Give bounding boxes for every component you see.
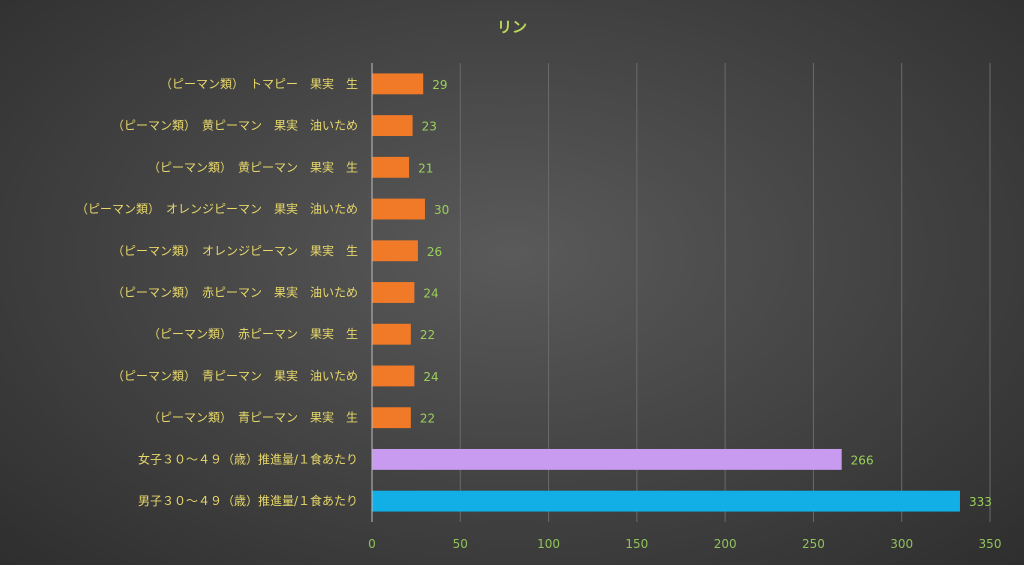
category-label: （ピーマン類） トマピー 果実 生 xyxy=(160,76,358,91)
category-label: 男子３０～４９（歳）推進量/１食あたり xyxy=(138,493,358,508)
data-label: 266 xyxy=(851,453,874,467)
data-label: 29 xyxy=(432,78,447,92)
bar xyxy=(372,115,413,137)
bar xyxy=(372,240,418,262)
category-label: （ピーマン類） 赤ピーマン 果実 油いため xyxy=(112,285,358,300)
x-tick-label: 300 xyxy=(890,537,913,551)
data-label: 22 xyxy=(420,412,435,426)
bars xyxy=(372,73,960,512)
data-label: 333 xyxy=(969,495,992,509)
category-label: （ピーマン類） 赤ピーマン 果実 生 xyxy=(148,326,358,341)
x-tick-labels: 0 50 100 150 200 250 300 350 xyxy=(368,537,1001,551)
data-label: 23 xyxy=(422,120,437,134)
x-tick-label: 100 xyxy=(537,537,560,551)
chart-title: リン xyxy=(497,18,527,36)
data-label: 24 xyxy=(423,370,438,384)
bar xyxy=(372,407,411,429)
category-label: （ピーマン類） 黄ピーマン 果実 油いため xyxy=(112,118,358,133)
category-label: （ピーマン類） オレンジピーマン 果実 油いため xyxy=(76,201,358,216)
data-label: 22 xyxy=(420,328,435,342)
category-label: （ピーマン類） 黄ピーマン 果実 生 xyxy=(148,159,358,174)
bar xyxy=(372,448,842,470)
bar xyxy=(372,156,410,178)
data-label: 26 xyxy=(427,245,442,259)
gridlines xyxy=(371,63,991,522)
x-tick-label: 250 xyxy=(802,537,825,551)
category-labels: （ピーマン類） トマピー 果実 生 （ピーマン類） 黄ピーマン 果実 油いため （ピ… xyxy=(76,76,358,508)
data-label: 24 xyxy=(423,287,438,301)
bar xyxy=(372,365,415,387)
x-tick-label: 350 xyxy=(979,537,1002,551)
category-label: （ピーマン類） 青ピーマン 果実 油いため xyxy=(112,368,358,383)
category-label: 女子３０～４９（歳）推進量/１食あたり xyxy=(138,451,358,466)
x-tick-label: 200 xyxy=(714,537,737,551)
data-labels: 29 23 21 30 26 24 22 24 22 266 333 xyxy=(418,78,992,509)
data-label: 30 xyxy=(434,203,449,217)
bar xyxy=(372,323,411,345)
data-label: 21 xyxy=(418,161,433,175)
x-tick-label: 150 xyxy=(625,537,648,551)
bar xyxy=(372,198,425,220)
category-label: （ピーマン類） 青ピーマン 果実 生 xyxy=(148,410,358,425)
bar xyxy=(372,490,960,512)
x-tick-label: 0 xyxy=(368,537,376,551)
x-tick-label: 50 xyxy=(453,537,468,551)
bar xyxy=(372,73,424,95)
bar xyxy=(372,282,415,303)
category-label: （ピーマン類） オレンジピーマン 果実 生 xyxy=(112,243,358,258)
